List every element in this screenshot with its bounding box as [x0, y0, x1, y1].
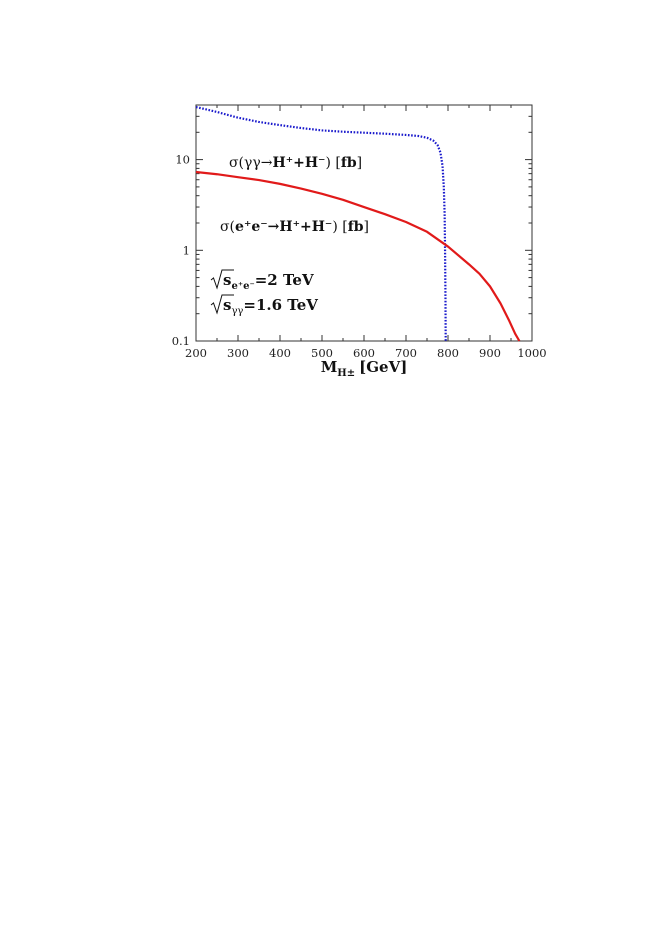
series-label-gammagamma-prefix: σ(γγ→ — [229, 155, 273, 171]
svg-text:se⁺e⁻=2 TeV: se⁺e⁻=2 TeV — [223, 271, 314, 292]
sqrt-s-ee-value: =2 TeV — [255, 271, 314, 289]
series-label-ee: σ(e⁺e⁻→H⁺+H⁻) [fb] — [220, 219, 369, 235]
series-label-ee-bold: e⁺e⁻→H⁺+H⁻ — [235, 219, 332, 235]
x-axis-label-sub: H± — [337, 368, 355, 379]
y-tick-label: 1 — [183, 243, 190, 257]
series-layer — [195, 105, 521, 342]
sqrt-sign-icon — [210, 294, 234, 315]
svg-text:sγγ=1.6 TeV: sγγ=1.6 TeV — [223, 296, 318, 317]
x-axis-label: MH± [GeV] — [321, 358, 408, 379]
sqrt-s-gammagamma-annotation: sγγ=1.6 TeV — [210, 294, 318, 317]
x-tick-label: 800 — [437, 346, 459, 360]
sqrt-sign-icon — [210, 269, 234, 290]
x-axis-label-unit: [GeV] — [359, 358, 407, 376]
x-tick-label: 700 — [395, 346, 417, 360]
series-label-gammagamma-end: ] — [357, 155, 362, 171]
series-label-gammagamma-suffix: ) [ — [325, 155, 340, 171]
sqrt-s-ee-annotation: se⁺e⁻=2 TeV — [210, 269, 314, 292]
y-tick-label: 0.1 — [172, 334, 190, 348]
sqrt-s-gammagamma-label: s — [223, 296, 231, 314]
sqrt-s-ee-label: s — [223, 271, 231, 289]
x-tick-label: 200 — [185, 346, 207, 360]
series-label-ee-unit: fb — [348, 219, 364, 235]
series-label-ee-end: ] — [364, 219, 369, 235]
y-tick-label: 10 — [175, 153, 190, 167]
series-label-ee-suffix: ) [ — [332, 219, 347, 235]
x-tick-label: 1000 — [517, 346, 546, 360]
x-tick-label: 400 — [269, 346, 291, 360]
axis-ticks: 200 300 400 500 600 700 800 900 1000 0.1 1 10 — [172, 105, 547, 360]
x-axis-label-main: M — [321, 358, 338, 376]
series-line-ee — [195, 170, 521, 342]
sqrt-s-gammagamma-sub: γγ — [231, 306, 243, 317]
x-tick-label: 300 — [227, 346, 249, 360]
series-line-gammagamma — [195, 105, 447, 342]
x-tick-label: 600 — [353, 346, 375, 360]
series-label-gammagamma-bold: H⁺+H⁻ — [272, 155, 325, 171]
x-tick-label: 900 — [479, 346, 501, 360]
sqrt-s-ee-sub: e⁺e⁻ — [231, 281, 254, 292]
x-tick-label: 500 — [311, 346, 333, 360]
series-label-gammagamma: σ(γγ→H⁺+H⁻) [fb] — [229, 155, 362, 171]
sqrt-s-gammagamma-value: =1.6 TeV — [243, 296, 318, 314]
series-label-ee-prefix: σ( — [220, 219, 235, 235]
series-label-gammagamma-unit: fb — [341, 155, 357, 171]
